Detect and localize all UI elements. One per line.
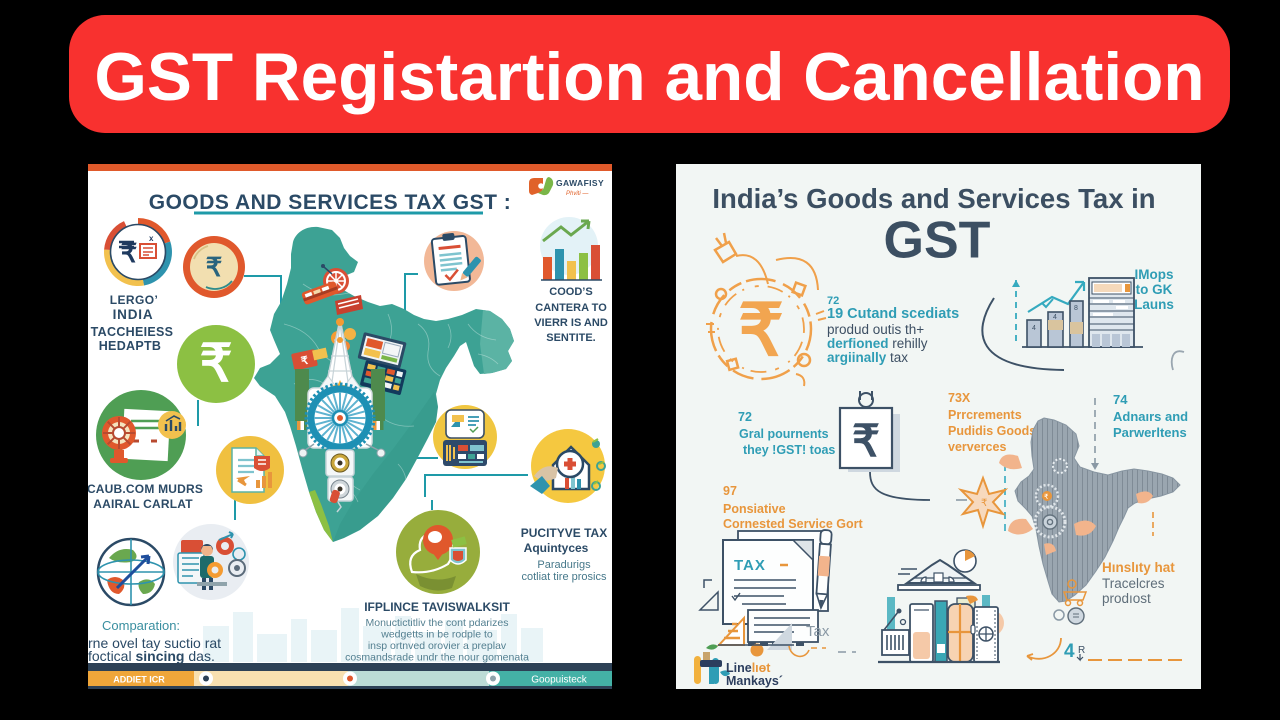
svg-text:Gral pournents: Gral pournents <box>739 427 829 441</box>
svg-text:Goopuisteck: Goopuisteck <box>531 675 588 686</box>
svg-text:Cornested Service Gort: Cornested Service Gort <box>723 517 863 531</box>
svg-text:Paradurigs: Paradurigs <box>537 559 591 571</box>
svg-text:97: 97 <box>723 484 737 498</box>
svg-text:Phviti —: Phviti — <box>566 191 589 197</box>
svg-text:produd outis th+: produd outis th+ <box>827 322 924 337</box>
svg-text:AAIRAL CARLAT: AAIRAL CARLAT <box>93 497 193 511</box>
svg-text:GST: GST <box>884 212 991 270</box>
svg-text:they !GST! toas: they !GST! toas <box>743 443 835 457</box>
svg-text:ADDIET ICR: ADDIET ICR <box>113 675 165 685</box>
svg-text:INDIA: INDIA <box>113 307 154 322</box>
svg-text:TAX: TAX <box>734 557 766 574</box>
svg-text:HEDAPTB: HEDAPTB <box>99 339 162 353</box>
svg-text:GAWAFISY: GAWAFISY <box>556 178 604 188</box>
svg-text:Launs: Launs <box>1134 297 1174 312</box>
svg-text:Tax: Tax <box>806 623 830 640</box>
svg-text:foctical sincing das.: foctical sincing das. <box>88 648 215 664</box>
svg-text:IFPLINCE TAVISWALKSIT: IFPLINCE TAVISWALKSIT <box>364 600 510 614</box>
svg-text:SENTITE.: SENTITE. <box>546 332 596 344</box>
svg-text:Mankays´: Mankays´ <box>726 674 783 688</box>
svg-text:CANTERA TO: CANTERA TO <box>535 302 607 314</box>
svg-text:₹: ₹ <box>738 291 784 371</box>
svg-text:IMops: IMops <box>1135 267 1174 282</box>
svg-text:wedgetts in be rodple to: wedgetts in be rodple to <box>380 629 493 641</box>
svg-text:Tracelcres: Tracelcres <box>1102 576 1165 591</box>
svg-text:rne ovel tay suctio rat: rne ovel tay suctio rat <box>88 635 221 651</box>
svg-text:Adnaırs and: Adnaırs and <box>1113 409 1188 424</box>
svg-text:cotliat tire prosics: cotliat tire prosics <box>522 571 607 583</box>
svg-text:LERGO’: LERGO’ <box>110 293 158 307</box>
svg-text:₹: ₹ <box>199 335 232 393</box>
svg-text:cosmandsrade undr the nour gom: cosmandsrade undr the nour gomenata <box>345 652 529 664</box>
svg-text:72: 72 <box>738 410 752 424</box>
svg-text:GOODS AND SERVICES TAX GST :: GOODS AND SERVICES TAX GST : <box>149 191 512 214</box>
svg-text:ververces: ververces <box>948 440 1006 454</box>
svg-text:COOD’S: COOD’S <box>549 286 592 298</box>
svg-text:19 Cutand scediats: 19 Cutand scediats <box>827 306 959 322</box>
svg-text:₹: ₹ <box>300 355 309 368</box>
svg-text:TACCHEIESS: TACCHEIESS <box>91 325 174 339</box>
svg-text:₹: ₹ <box>121 238 138 268</box>
svg-text:Prrcrements: Prrcrements <box>948 408 1022 422</box>
svg-text:Aquintyces: Aquintyces <box>524 541 589 555</box>
svg-text:Linelıөt: Linelıөt <box>726 661 771 675</box>
svg-text:74: 74 <box>1113 392 1128 407</box>
svg-text:4: 4 <box>1064 641 1075 662</box>
svg-text:x: x <box>149 234 154 243</box>
svg-text:derfioned rehilly: derfioned rehilly <box>827 336 928 351</box>
svg-text:4: 4 <box>1053 314 1057 321</box>
svg-text:₹: ₹ <box>1044 493 1049 501</box>
svg-text:India’s Goods and Services Tax: India’s Goods and Services Tax in <box>712 183 1155 214</box>
svg-text:Comparation:: Comparation: <box>102 618 180 633</box>
svg-text:prodıost: prodıost <box>1102 591 1151 606</box>
svg-text:Parwerltens: Parwerltens <box>1113 425 1187 440</box>
svg-text:VIERR IS AND: VIERR IS AND <box>534 317 608 329</box>
svg-text:₹: ₹ <box>852 417 880 466</box>
svg-text:Pudidis Goods: Pudidis Goods <box>948 424 1036 438</box>
svg-text:Monuctictitliv the cont pdariz: Monuctictitliv the cont pdarizes <box>366 617 509 629</box>
svg-text:8: 8 <box>1074 305 1078 312</box>
svg-text:insp ortnved orovier a preplav: insp ortnved orovier a preplav <box>368 640 507 652</box>
svg-text:R: R <box>1078 645 1085 656</box>
svg-text:73X: 73X <box>948 391 971 405</box>
svg-text:₹: ₹ <box>981 498 987 509</box>
svg-text:Ponsiative: Ponsiative <box>723 502 786 516</box>
svg-text:argiinally tax: argiinally tax <box>827 350 908 365</box>
svg-text:PUCITYVE TAX: PUCITYVE TAX <box>521 526 607 540</box>
svg-text:72: 72 <box>827 295 839 307</box>
svg-text:₹: ₹ <box>206 252 223 282</box>
svg-text:to GK: to GK <box>1136 282 1173 297</box>
svg-text:CAUB.COM MUDRS: CAUB.COM MUDRS <box>88 482 203 496</box>
svg-text:4: 4 <box>1032 325 1036 332</box>
svg-text:Hınslıty hat: Hınslıty hat <box>1102 560 1175 575</box>
